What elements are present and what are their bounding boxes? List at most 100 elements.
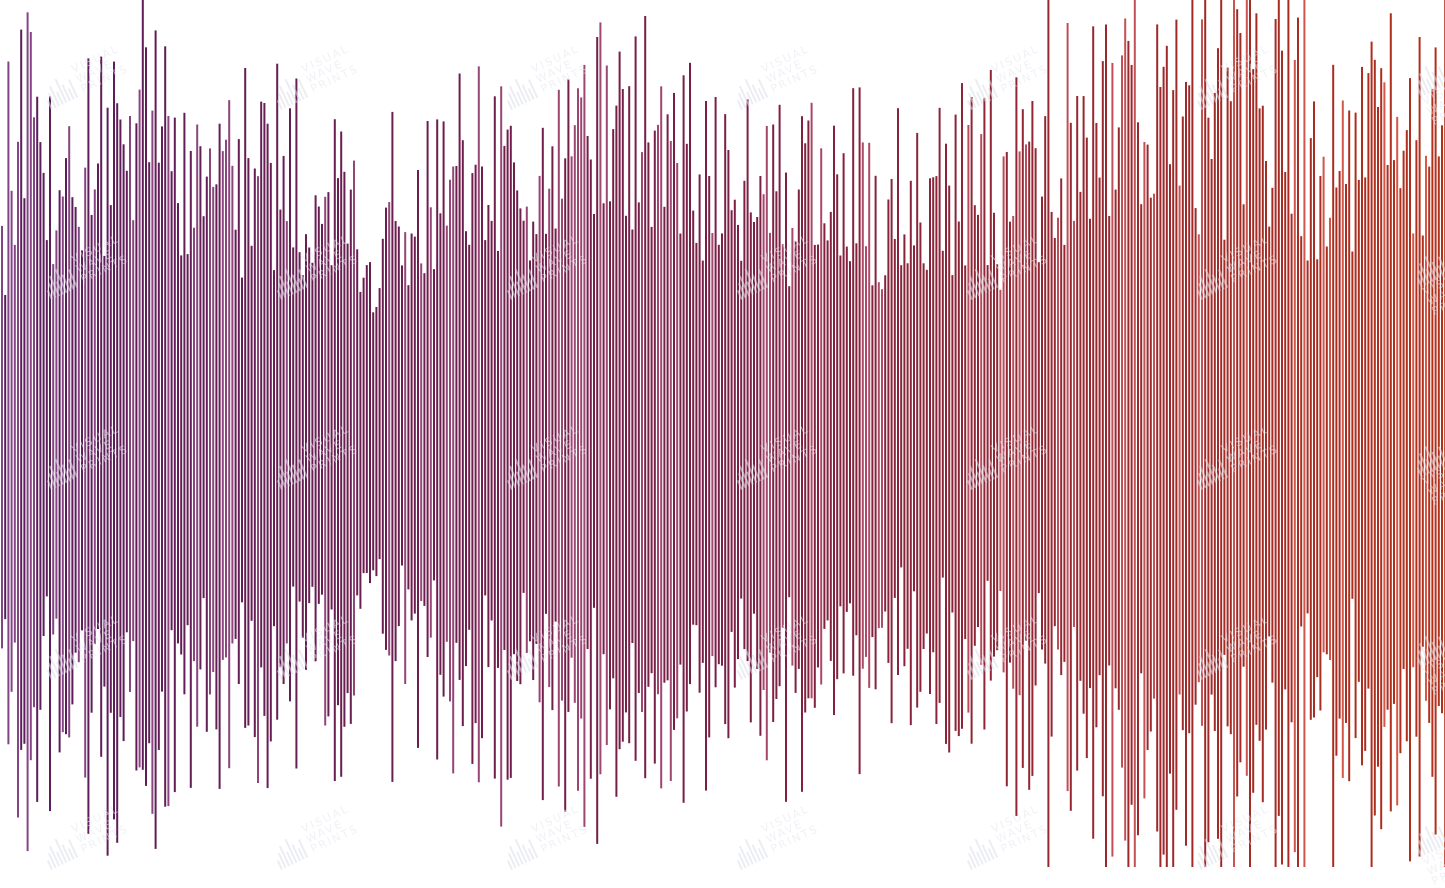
wave-bar: [500, 86, 503, 827]
wave-bar: [877, 282, 880, 629]
wave-bar: [785, 172, 787, 802]
wave-bar: [717, 244, 720, 665]
wave-bar: [967, 125, 970, 713]
wave-bar: [298, 252, 301, 602]
wave-bar: [1319, 176, 1322, 711]
wave-bar: [1037, 262, 1040, 594]
wave-bar: [673, 92, 675, 730]
wave-bar: [669, 141, 672, 781]
wave-bar: [260, 101, 263, 668]
wave-bar: [1121, 55, 1123, 768]
wave-bar: [903, 234, 906, 667]
wave-bar: [1409, 78, 1411, 862]
wave-bar: [1277, 0, 1280, 816]
wave-bar: [1079, 191, 1082, 681]
wave-bar: [861, 142, 864, 669]
wave-bar: [1441, 125, 1443, 714]
wave-bar: [986, 265, 989, 581]
wave-bar: [647, 142, 650, 687]
wave-bar: [301, 275, 304, 638]
wave-bar: [577, 88, 579, 791]
wave-bar: [1351, 251, 1354, 599]
wave-bar: [1108, 216, 1111, 666]
wave-bar: [157, 162, 160, 750]
wave-bar: [1057, 217, 1059, 650]
wave-bar: [529, 260, 531, 642]
wave-bar: [1425, 155, 1427, 701]
wave-bar: [980, 134, 983, 665]
wave-bar: [458, 73, 461, 680]
wave-bar: [433, 269, 435, 581]
wave-bar: [1089, 218, 1091, 689]
wave-bar: [1290, 213, 1293, 723]
wave-bar: [266, 123, 269, 789]
wave-bar: [1025, 144, 1027, 641]
wave-bar: [1220, 0, 1223, 867]
wave-bar: [1415, 140, 1418, 737]
wave-bar: [1133, 0, 1136, 867]
wave-bar: [541, 127, 544, 801]
wave-bar: [935, 176, 938, 725]
wave-bar: [1226, 67, 1229, 727]
wave-bar: [1217, 48, 1219, 839]
wave-bar: [253, 168, 256, 738]
wave-bar: [929, 178, 931, 695]
wave-bar: [708, 176, 711, 738]
wave-bar: [922, 263, 925, 649]
wave-bar: [609, 201, 611, 710]
wave-bar: [186, 254, 189, 626]
wave-bar: [1434, 47, 1437, 835]
wave-bar: [820, 148, 823, 685]
wave-bar: [1348, 110, 1351, 782]
wave-bar: [628, 86, 631, 744]
wave-bar: [132, 220, 135, 642]
wave-bar: [180, 255, 183, 655]
wave-bar: [826, 240, 829, 621]
wave-bar: [685, 143, 688, 712]
wave-bar: [983, 97, 986, 730]
wave-bar: [765, 126, 768, 761]
wave-bar: [244, 68, 247, 728]
wave-bar: [775, 191, 778, 700]
wave-bar: [273, 270, 275, 627]
wave-bar: [385, 207, 387, 650]
wave-bar: [1325, 246, 1328, 655]
wave-bar: [1076, 96, 1079, 771]
wave-bar: [551, 146, 554, 711]
wave-bar: [1249, 0, 1251, 867]
wave-bar: [343, 171, 346, 727]
wave-bar: [522, 220, 525, 593]
wave-bar: [817, 244, 819, 668]
wave-bar: [1191, 0, 1194, 867]
wave-bar: [276, 63, 279, 720]
wave-bar: [1012, 216, 1015, 689]
wave-bar: [324, 196, 327, 726]
wave-bar: [1181, 116, 1184, 731]
wave-bar: [442, 121, 445, 697]
wave-bar: [497, 250, 499, 668]
wave-bar: [804, 143, 807, 713]
wave-bar: [833, 125, 835, 716]
wave-bar: [567, 79, 570, 712]
wave-bar: [621, 89, 624, 742]
wave-bar: [359, 291, 362, 609]
wave-bar: [954, 114, 957, 731]
wave-bar: [769, 232, 771, 653]
wave-bar: [909, 180, 912, 726]
wave-bar: [1194, 208, 1197, 705]
wave-bar: [1053, 238, 1056, 627]
wave-bar: [493, 96, 496, 779]
wave-bar: [282, 155, 285, 684]
wave-bar: [759, 176, 762, 736]
wave-bar: [945, 143, 947, 744]
wave-bar: [762, 194, 765, 690]
wave-bar: [941, 250, 944, 578]
wave-bar: [1258, 108, 1261, 741]
wave-bar: [29, 32, 32, 761]
wave-bar: [225, 139, 227, 658]
wave-bar: [311, 262, 314, 587]
wave-bar: [586, 136, 589, 649]
wave-bar: [183, 112, 186, 695]
wave-bar: [449, 179, 451, 702]
wave-bar: [1050, 211, 1053, 737]
